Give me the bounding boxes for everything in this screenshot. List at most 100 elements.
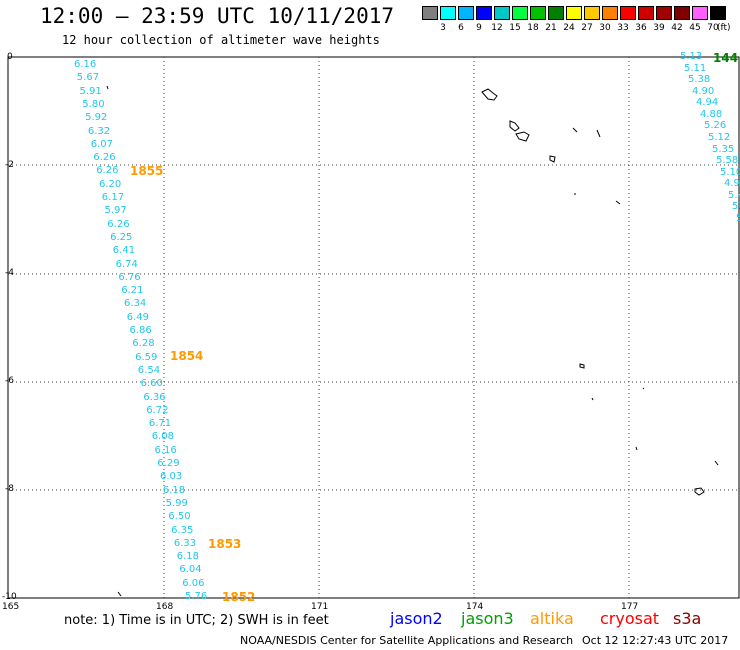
wave-height-value: 5 bbox=[736, 213, 740, 224]
legend-label: 27 bbox=[581, 23, 593, 33]
wave-height-value: 6.60 bbox=[140, 378, 163, 390]
wave-height-value: 5.11 bbox=[684, 62, 707, 74]
wave-height-value: 5.4 bbox=[728, 189, 740, 201]
wave-height-value: 5.10 bbox=[720, 166, 740, 178]
legend-swatch bbox=[440, 6, 456, 20]
island bbox=[509, 120, 520, 132]
island bbox=[642, 387, 645, 390]
legend-label: 33 bbox=[617, 23, 629, 33]
island bbox=[591, 397, 594, 401]
wave-height-value: 6.74 bbox=[115, 258, 138, 270]
legend-swatch bbox=[530, 6, 546, 20]
wave-height-value: 6.06 bbox=[182, 577, 205, 589]
legend-label: 42 bbox=[671, 23, 683, 33]
wave-height-value: 6.86 bbox=[129, 325, 152, 336]
lon-label: 174 bbox=[466, 602, 484, 612]
legend-label: 3 bbox=[440, 23, 446, 33]
wave-height-value: 6.49 bbox=[126, 311, 149, 323]
graticule bbox=[8, 57, 739, 598]
lon-label: 168 bbox=[156, 602, 174, 612]
legend-swatch bbox=[548, 6, 564, 20]
wave-height-value: 6.33 bbox=[173, 537, 197, 549]
islands bbox=[106, 85, 719, 597]
time-label: 1855 bbox=[130, 164, 164, 178]
sat-jason2: jason2 bbox=[390, 609, 443, 628]
map-subtitle: 12 hour collection of altimeter wave hei… bbox=[62, 33, 380, 47]
legend-swatch bbox=[494, 6, 510, 20]
wave-height-value: 6.07 bbox=[90, 138, 113, 150]
lat-label: -10 bbox=[2, 592, 17, 602]
legend-swatch bbox=[674, 6, 690, 20]
legend-swatch bbox=[584, 6, 600, 20]
legend-label: 45 bbox=[689, 23, 701, 33]
wave-height-value: 6.36 bbox=[143, 391, 166, 403]
wave-height-value: 5.80 bbox=[82, 98, 105, 110]
island bbox=[572, 127, 578, 133]
wave-height-value: 6.16 bbox=[74, 59, 97, 70]
wave-height-value: 6.08 bbox=[151, 431, 174, 443]
wave-height-value: 6.26 bbox=[96, 165, 119, 177]
legend-label: 6 bbox=[458, 23, 464, 33]
legend-swatch bbox=[422, 6, 438, 20]
legend-swatch bbox=[512, 6, 528, 20]
legend-label: 12 bbox=[491, 23, 503, 33]
wave-height-value: 5.92 bbox=[85, 112, 108, 124]
lat-label: -6 bbox=[5, 376, 14, 386]
wave-height-value: 5.38 bbox=[688, 74, 711, 86]
time-label: 144 bbox=[713, 51, 739, 65]
footer-timestamp: Oct 12 12:27:43 UTC 2017 bbox=[582, 634, 729, 647]
wave-height-value: 6.17 bbox=[101, 192, 125, 203]
island bbox=[579, 363, 585, 369]
wave-height-value: 4.90 bbox=[724, 178, 740, 190]
legend-label: 9 bbox=[476, 23, 482, 33]
wave-height-value: 6.32 bbox=[87, 125, 111, 137]
wave-height-value: 4.94 bbox=[696, 97, 719, 109]
sat-cryosat: cryosat bbox=[600, 609, 660, 628]
legend-swatch bbox=[602, 6, 618, 20]
legend-label: 24 bbox=[563, 23, 575, 33]
legend-unit-label: (ft) bbox=[717, 23, 731, 33]
lat-label: -4 bbox=[5, 268, 14, 278]
island bbox=[106, 85, 109, 90]
wave-height-value: 6.21 bbox=[121, 285, 144, 297]
wave-height-value: 6.76 bbox=[118, 271, 141, 283]
sat-s3a: s3a bbox=[673, 609, 702, 628]
legend-swatch bbox=[620, 6, 636, 20]
wave-height-value: 6.03 bbox=[160, 471, 183, 483]
legend-swatch bbox=[566, 6, 582, 20]
island bbox=[596, 129, 601, 138]
wave-height-value: 5.58 bbox=[716, 155, 739, 167]
wave-height-value: 6.18 bbox=[162, 484, 186, 496]
wave-height-value: 6.50 bbox=[168, 511, 191, 523]
legend-label: 21 bbox=[545, 23, 557, 33]
wave-height-value: 6.35 bbox=[171, 524, 194, 536]
legend-label: 36 bbox=[635, 23, 647, 33]
legend-swatch bbox=[458, 6, 474, 20]
legend-label: 18 bbox=[527, 23, 539, 33]
sat-jason3: jason3 bbox=[461, 609, 514, 628]
map-title: 12:00 — 23:59 UTC 10/11/2017 bbox=[40, 4, 395, 28]
wave-height-value: 6.18 bbox=[176, 551, 199, 563]
island bbox=[549, 155, 556, 163]
lat-label: 0 bbox=[7, 52, 13, 62]
map-border bbox=[7, 56, 740, 599]
wave-height-value: 5.67 bbox=[76, 72, 100, 84]
wave-height-value: 5.99 bbox=[165, 497, 188, 509]
legend-swatch bbox=[710, 6, 726, 20]
wave-height-value: 6.71 bbox=[148, 418, 172, 430]
island bbox=[481, 88, 498, 101]
lat-label: -8 bbox=[5, 484, 14, 494]
island bbox=[694, 487, 705, 496]
wave-height-value: 6.04 bbox=[179, 564, 202, 576]
lon-label: 165 bbox=[2, 602, 20, 612]
wave-height-value: 6.34 bbox=[124, 298, 147, 310]
wave-height-value: 6.29 bbox=[157, 458, 180, 469]
wave-height-value: 5.12 bbox=[708, 132, 731, 143]
wave-height-value: 6.41 bbox=[112, 245, 136, 257]
legend-label: 70 bbox=[707, 23, 719, 33]
wave-height-value: 5.35 bbox=[712, 143, 735, 155]
time-label: 1854 bbox=[170, 349, 204, 363]
wave-height-value: 5.91 bbox=[79, 85, 102, 97]
wave-height-value: 5.97 bbox=[104, 205, 127, 217]
wave-height-value: 6.25 bbox=[110, 231, 133, 243]
